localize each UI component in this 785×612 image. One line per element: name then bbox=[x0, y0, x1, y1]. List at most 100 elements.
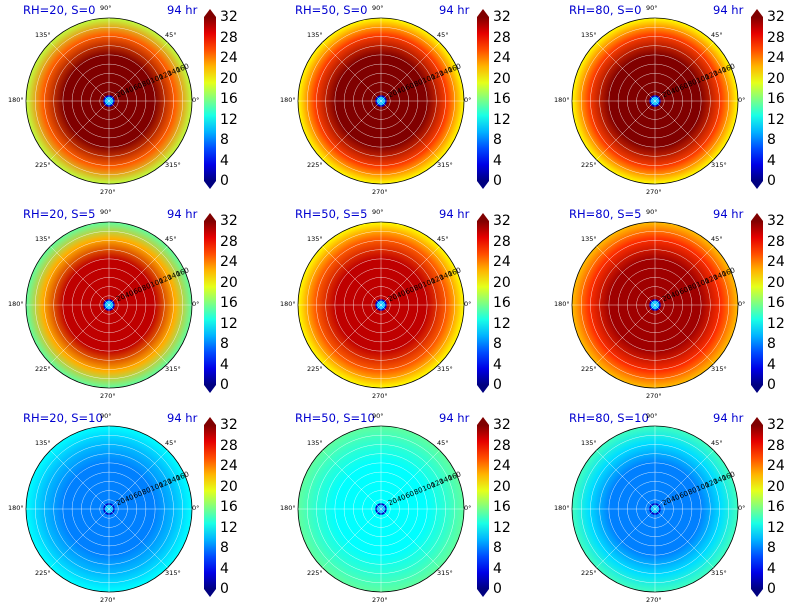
colorbar-tick-label: 28 bbox=[767, 29, 785, 46]
angular-tick-label: 315° bbox=[437, 569, 453, 578]
radial-tick-label: 80 bbox=[413, 486, 424, 497]
colorbar-tick-label: 8 bbox=[493, 540, 502, 556]
colorbar bbox=[477, 9, 489, 189]
angular-tick-label: 225° bbox=[580, 161, 597, 170]
colorbar-tick-label: 20 bbox=[767, 274, 785, 291]
angular-tick-label: 225° bbox=[580, 365, 597, 374]
radial-tick-label: 40 bbox=[396, 85, 407, 96]
angular-grid-spoke bbox=[380, 304, 440, 364]
colorbar-tick-label: 16 bbox=[493, 499, 511, 515]
angular-tick-label: 45° bbox=[711, 234, 723, 243]
angular-grid-spoke bbox=[50, 304, 110, 364]
angular-grid-spoke bbox=[50, 508, 110, 568]
angular-tick-label: 180° bbox=[554, 96, 570, 104]
colorbar-tick-label: 32 bbox=[493, 9, 511, 25]
angular-tick-label: 225° bbox=[580, 569, 597, 578]
angular-tick-label: 0° bbox=[464, 300, 472, 308]
angular-tick-label: 135° bbox=[34, 438, 51, 447]
colorbar-tick-label: 0 bbox=[220, 377, 229, 393]
radial-tick-label: 80 bbox=[687, 282, 698, 293]
colorbar-tick-label: 8 bbox=[767, 540, 776, 556]
angular-tick-label: 315° bbox=[711, 365, 727, 374]
radial-tick-label: 40 bbox=[670, 289, 681, 300]
time-annotation: 94 hr bbox=[167, 411, 198, 425]
radial-tick-label: 60 bbox=[132, 489, 143, 500]
colorbar-gradient bbox=[477, 221, 489, 385]
colorbar-gradient bbox=[477, 425, 489, 589]
angular-tick-label: 135° bbox=[580, 234, 597, 243]
colorbar-extend-max bbox=[751, 417, 763, 425]
colorbar-extend-min bbox=[751, 385, 763, 393]
colorbar-extend-min bbox=[751, 181, 763, 189]
angular-grid-spoke bbox=[108, 42, 168, 102]
angular-grid-spoke bbox=[322, 450, 382, 510]
colorbar-tick-label: 4 bbox=[767, 356, 776, 373]
colorbar-tick-label: 28 bbox=[493, 29, 511, 46]
radial-tick-label: 80 bbox=[687, 486, 698, 497]
time-annotation: 94 hr bbox=[167, 207, 198, 221]
colorbar-tick-label: 32 bbox=[220, 213, 238, 229]
angular-tick-label: 0° bbox=[738, 96, 746, 104]
colorbar-tick-label: 12 bbox=[220, 315, 238, 332]
angular-grid-spoke bbox=[380, 508, 440, 568]
angular-tick-label: 45° bbox=[437, 438, 449, 447]
angular-tick-label: 45° bbox=[165, 30, 177, 39]
angular-tick-label: 90° bbox=[372, 412, 384, 420]
time-annotation: 94 hr bbox=[439, 3, 470, 17]
colorbar bbox=[751, 213, 763, 393]
angular-grid-spoke bbox=[654, 450, 714, 510]
radial-tick-label: 20 bbox=[661, 497, 672, 508]
panel-title: RH=50, S=5 bbox=[295, 207, 368, 221]
angular-tick-label: 180° bbox=[8, 504, 24, 512]
time-annotation: 94 hr bbox=[167, 3, 198, 17]
radial-tick-label: 80 bbox=[141, 282, 152, 293]
colorbar-extend-max bbox=[477, 9, 489, 17]
angular-grid-spoke bbox=[380, 246, 440, 306]
angular-tick-label: 315° bbox=[165, 365, 181, 374]
colorbar-tick-label: 12 bbox=[493, 519, 511, 536]
colorbar-tick-label: 0 bbox=[767, 377, 776, 393]
radial-tick-label: 20 bbox=[115, 497, 126, 508]
colorbar-tick-label: 4 bbox=[220, 152, 229, 169]
panel-title: RH=20, S=10 bbox=[23, 411, 103, 425]
panel-title: RH=50, S=10 bbox=[295, 411, 375, 425]
radial-tick-label: 60 bbox=[678, 489, 689, 500]
angular-tick-label: 135° bbox=[580, 438, 597, 447]
colorbar-extend-min bbox=[477, 181, 489, 189]
angular-tick-label: 0° bbox=[464, 504, 472, 512]
colorbar-tick-label: 8 bbox=[220, 132, 229, 148]
radial-tick-label: 80 bbox=[141, 486, 152, 497]
colorbar-gradient bbox=[751, 17, 763, 181]
colorbar-tick-label: 28 bbox=[220, 437, 238, 454]
colorbar-gradient bbox=[204, 221, 216, 385]
angular-tick-label: 270° bbox=[100, 596, 116, 604]
angular-tick-label: 225° bbox=[306, 569, 323, 578]
angular-grid-spoke bbox=[108, 450, 168, 510]
radial-tick-label: 20 bbox=[661, 293, 672, 304]
angular-grid-spoke bbox=[596, 304, 656, 364]
angular-grid-spoke bbox=[322, 508, 382, 568]
radial-tick-label: 40 bbox=[670, 85, 681, 96]
colorbar-tick-label: 24 bbox=[493, 50, 511, 66]
colorbar-tick-label: 32 bbox=[767, 213, 785, 229]
radial-tick-label: 20 bbox=[115, 293, 126, 304]
radial-tick-label: 40 bbox=[124, 85, 135, 96]
angular-tick-label: 90° bbox=[100, 4, 112, 12]
angular-tick-label: 90° bbox=[100, 208, 112, 216]
radial-tick-label: 40 bbox=[670, 493, 681, 504]
colorbar-tick-label: 12 bbox=[767, 111, 785, 128]
time-annotation: 94 hr bbox=[439, 207, 470, 221]
radial-tick-label: 20 bbox=[661, 89, 672, 100]
angular-tick-label: 180° bbox=[8, 96, 24, 104]
colorbar-tick-label: 0 bbox=[493, 377, 502, 393]
angular-tick-label: 270° bbox=[372, 188, 388, 196]
time-annotation: 94 hr bbox=[713, 207, 744, 221]
angular-grid-spoke bbox=[596, 246, 656, 306]
radial-tick-label: 60 bbox=[132, 81, 143, 92]
colorbar-tick-label: 16 bbox=[493, 91, 511, 107]
angular-tick-label: 135° bbox=[34, 234, 51, 243]
